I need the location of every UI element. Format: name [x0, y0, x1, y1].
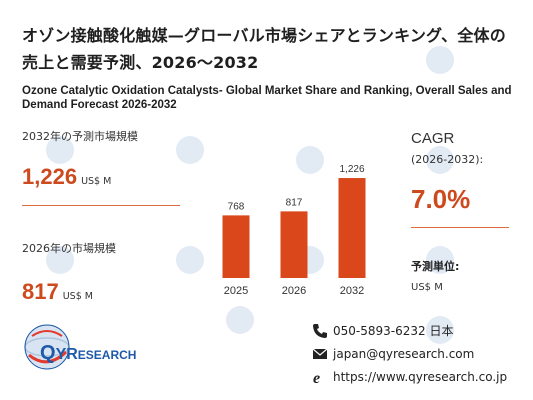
forecast-unit-value: US$ M	[411, 282, 443, 293]
forecast-2032-label: 2032年の予測市場規模	[22, 130, 138, 143]
contact-email: japan@qyresearch.com	[312, 346, 474, 362]
data-label-2026: 817	[286, 197, 303, 208]
forecast-2032-value-row: 1,226 US$ M	[22, 164, 111, 190]
right-divider	[411, 227, 509, 228]
forecast-2032-value: 1,226	[22, 164, 78, 189]
internet-explorer-icon: e	[313, 370, 320, 385]
contact-website: e https://www.qyresearch.co.jp	[312, 369, 507, 385]
forecast-2032-unit: US$ M	[81, 176, 112, 187]
globe-icon	[24, 324, 70, 370]
phone-icon	[313, 323, 327, 338]
qyresearch-logo: QYRESEARCH	[22, 322, 182, 372]
email-text[interactable]: japan@qyresearch.com	[333, 347, 475, 361]
contact-phone: 050-5893-6232 日本	[312, 322, 453, 339]
page-title-en: Ozone Catalytic Oxidation Catalysts- Glo…	[22, 85, 512, 111]
mail-icon	[312, 348, 328, 359]
forecast-unit-title: 予測単位:	[411, 260, 460, 273]
x-tick-2032: 2032	[340, 285, 364, 297]
website-text[interactable]: https://www.qyresearch.co.jp	[333, 370, 508, 384]
logo-wordmark: QYRESEARCH	[40, 342, 136, 365]
x-tick-2026: 2026	[282, 285, 306, 297]
market-2026-value: 817	[22, 279, 59, 304]
cagr-title: CAGR	[411, 130, 455, 147]
x-tick-2025: 2025	[224, 285, 248, 297]
bar-2026	[280, 211, 308, 278]
bar-2025	[222, 215, 250, 278]
phone-text: 050-5893-6232 日本	[333, 324, 454, 338]
logo-esearch: ESEARCH	[77, 348, 137, 362]
market-bar-chart: 768 2025 817 2026 1,226 2032	[222, 164, 366, 297]
market-2026-unit: US$ M	[62, 291, 93, 302]
logo-yr: YR	[55, 346, 78, 363]
logo-q: Q	[40, 342, 56, 364]
left-divider	[22, 205, 180, 206]
bar-2032	[338, 178, 366, 278]
market-2026-label: 2026年の市場規模	[22, 242, 116, 255]
data-label-2032: 1,226	[339, 164, 364, 175]
cagr-value: 7.0%	[411, 184, 471, 214]
market-2026-value-row: 817 US$ M	[22, 279, 93, 305]
page-title-jp: オゾン接触酸化触媒—グローバル市場シェアとランキング、全体の売上と需要予測、20…	[22, 26, 506, 72]
cagr-range: (2026-2032):	[411, 153, 484, 166]
data-label-2025: 768	[228, 201, 245, 212]
svg-text:e: e	[313, 370, 320, 385]
